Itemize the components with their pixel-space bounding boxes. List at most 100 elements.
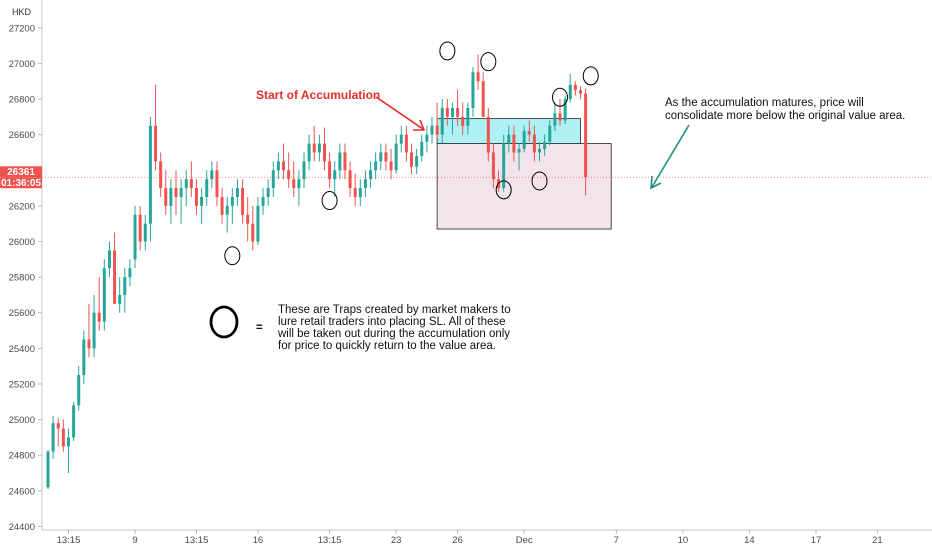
candles [46,54,588,490]
countdown-badge-bg [0,177,42,189]
candle-body [56,423,60,429]
candle-body [297,179,301,189]
candle-body [241,188,245,215]
candle-body [343,152,347,171]
candle-body [333,170,337,180]
candle-body [51,423,55,452]
candle-body [399,134,403,144]
candle-body [573,84,577,91]
candle-body [450,107,454,117]
candle-body [491,152,495,180]
candle-body [384,152,388,162]
right-note-line-2: consolidate more below the original valu… [665,110,905,122]
x-tick-label: 13:15 [57,535,81,546]
candle-body [159,161,163,189]
x-tick-label: 14 [744,535,755,546]
candle-body [123,277,127,295]
y-tick-label: 26800 [9,95,35,106]
candle-body [164,188,168,206]
candle-body [138,214,142,242]
candle-body [410,152,414,167]
candle-body [266,188,270,197]
candle-body [230,196,234,206]
candle-body [72,405,76,438]
x-tick-label: 21 [872,535,883,546]
candle-body [87,339,91,349]
candle-body [97,312,101,322]
x-tick-label: 13:15 [185,535,209,546]
candle-body [200,196,204,206]
y-tick-label: 24600 [9,486,35,497]
candle-body [415,156,419,167]
candle-body [169,188,173,206]
start-of-accumulation-label: Start of Accumulation [256,88,380,102]
candle-body [522,131,526,149]
candle-body [215,170,219,197]
candle-body [271,170,275,189]
candle-body [476,72,480,82]
candle-body [128,268,132,278]
candle-body [118,294,122,304]
candle-body [532,134,536,153]
x-tick-label: 16 [253,535,264,546]
trap-circle [582,66,599,86]
candle-body [225,205,229,215]
trap-circle [495,180,512,200]
trap-circle [552,87,568,107]
legend-note-line-2: lure retail traders into placing SL. All… [278,316,506,328]
candle-body [246,214,250,224]
x-tick-label: Dec [516,535,533,546]
candle-body [338,152,342,171]
x-axis: 13:15 9 13:15 16 13:15 23 26 Dec 7 10 14 17 21 [57,530,883,546]
y-tick-label: 25600 [9,308,35,319]
countdown-value: 01:36:05 [1,178,41,189]
candle-body [235,188,239,197]
candle-body [466,107,470,126]
trap-circle [480,52,497,72]
last-price-value: 26361 [7,167,35,178]
candle-body [312,143,316,153]
candle-body [374,161,378,171]
candle-body [394,143,398,171]
candle-body [456,107,460,117]
candle-body [220,196,224,215]
trap-circle [224,246,241,266]
candle-body [66,437,70,447]
candle-body [143,223,147,242]
candle-body [322,143,326,162]
candle-body [148,125,152,224]
candle-body [194,188,198,206]
y-tick-label: 26600 [9,130,35,141]
candle-body [302,161,306,180]
candle-body [256,205,260,242]
candle-body [210,170,214,180]
candle-body [113,250,117,304]
candle-body [353,188,357,197]
candle-body [179,188,183,197]
candle-body [107,250,111,269]
value-area-lower-box[interactable] [436,143,612,230]
x-tick-label: 10 [678,535,689,546]
candle-body [471,72,475,108]
trap-circle [321,191,338,211]
candle-body [77,375,81,406]
candle-body [82,339,86,376]
candle-body [276,161,280,171]
candle-body [251,223,255,242]
candle-body [389,161,393,171]
candle-body [568,84,572,100]
legend-note-line-3: will be taken out during the accumulatio… [277,328,510,340]
consolidation-arrow [650,124,690,190]
y-tick-label: 24400 [9,522,35,533]
candle-body [507,134,511,144]
y-tick-label: 27000 [9,59,35,70]
x-tick-label: 7 [614,535,619,546]
candle-body [348,170,352,189]
candle-body [154,125,158,162]
y-tick-label: 25800 [9,273,35,284]
candle-body [548,125,552,142]
candle-body [517,148,521,153]
x-tick-label: 26 [452,535,463,546]
candle-body [435,125,439,135]
